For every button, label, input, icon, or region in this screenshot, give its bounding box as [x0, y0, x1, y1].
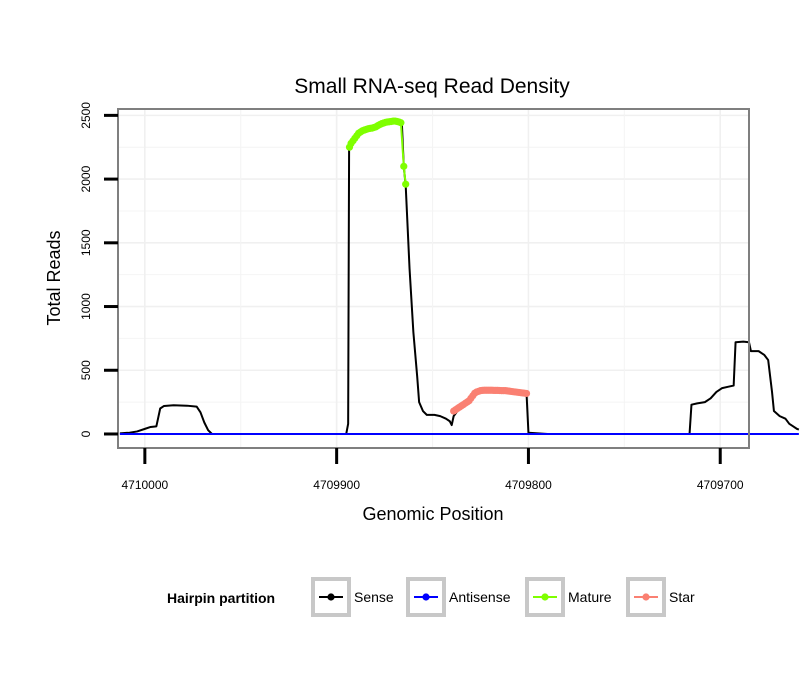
- legend-key-point: [422, 593, 430, 601]
- series-point-star: [522, 389, 531, 398]
- x-axis: 4710000 4709900 4709800 4709700: [121, 448, 744, 492]
- y-axis: 0 500 1000 1500 2000 2500: [79, 102, 118, 437]
- series-point-mature: [397, 119, 405, 127]
- x-axis-title: Genomic Position: [362, 504, 503, 524]
- legend-item-sense: Sense: [311, 577, 394, 617]
- y-tick-label: 2000: [79, 165, 93, 192]
- chart-title: Small RNA-seq Read Density: [294, 75, 570, 98]
- legend-title: Hairpin partition: [167, 590, 275, 606]
- x-tick-label: 4709700: [697, 478, 744, 492]
- legend-label: Sense: [354, 589, 394, 605]
- y-tick-label: 2500: [79, 102, 93, 129]
- x-tick-label: 4710000: [121, 478, 168, 492]
- series-line-sense: [119, 120, 800, 435]
- legend-label: Mature: [568, 589, 612, 605]
- gridlines: [118, 109, 749, 448]
- legend-key-point: [541, 593, 549, 601]
- plot-area: [118, 109, 749, 448]
- legend-item-antisense: Antisense: [406, 577, 511, 617]
- legend-item-mature: Mature: [525, 577, 612, 617]
- legend-label: Star: [669, 589, 695, 605]
- y-tick-label: 500: [79, 360, 93, 380]
- legend-item-star: Star: [626, 577, 695, 617]
- series-point-mature: [400, 162, 408, 170]
- y-tick-label: 1000: [79, 293, 93, 320]
- plot-border: [117, 108, 750, 449]
- x-tick-label: 4709800: [505, 478, 552, 492]
- legend-label: Antisense: [449, 589, 511, 605]
- legend: Hairpin partition Sense Antisense Mature St…: [167, 577, 695, 617]
- y-tick-label: 1500: [79, 229, 93, 256]
- x-tick-label: 4709900: [313, 478, 360, 492]
- legend-key-point: [642, 593, 650, 601]
- legend-key-point: [327, 593, 335, 601]
- y-tick-label: 0: [79, 430, 93, 437]
- series-point-mature: [402, 180, 410, 188]
- y-axis-title: Total Reads: [44, 230, 64, 325]
- series-layer: [119, 117, 800, 435]
